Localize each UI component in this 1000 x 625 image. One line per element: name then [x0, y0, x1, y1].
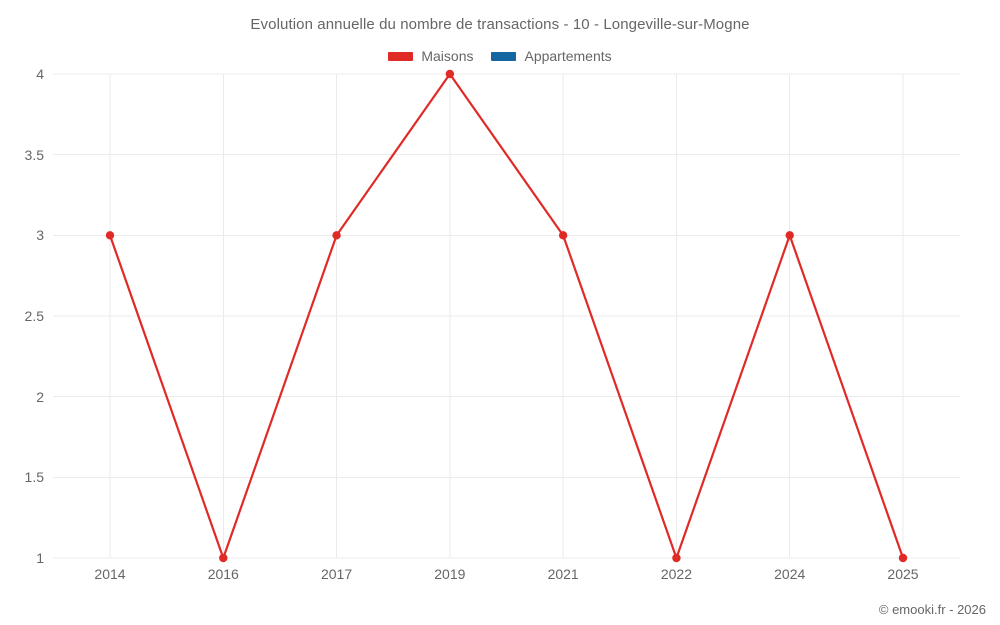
x-axis-tick-label: 2017 — [320, 566, 353, 582]
y-axis-tick-label: 2 — [36, 388, 44, 405]
y-axis-tick-label: 3 — [36, 227, 44, 244]
y-axis-tick-labels: 1 1.5 2 2.5 3 3.5 4 — [0, 0, 44, 625]
y-axis-tick-label: 4 — [36, 66, 44, 82]
legend-color-swatch-maisons — [388, 51, 414, 61]
y-axis-tick-label: 1 — [36, 550, 44, 566]
plot-svg — [53, 69, 960, 563]
data-series-layer — [105, 69, 908, 563]
data-point-marker[interactable] — [785, 231, 794, 240]
y-axis-tick-label: 3.5 — [24, 146, 44, 163]
x-axis-tick-label: 2025 — [887, 566, 919, 582]
data-point-marker[interactable] — [558, 231, 568, 240]
data-point-marker[interactable] — [332, 231, 341, 240]
legend-label-maisons: Maisons — [421, 48, 474, 64]
data-point-marker[interactable] — [105, 231, 115, 240]
data-point-marker[interactable] — [219, 553, 228, 563]
chart-title: Evolution annuelle du nombre de transact… — [250, 16, 750, 33]
chart-legend: Maisons Appartements — [0, 46, 1000, 66]
series-line-maisons — [108, 72, 905, 562]
legend-color-swatch-appartements — [491, 51, 517, 61]
data-point-marker[interactable] — [445, 69, 455, 79]
legend-item-maisons[interactable]: Maisons — [388, 48, 473, 64]
x-axis-tick-label: 2024 — [774, 566, 806, 582]
x-axis-tick-label: 2014 — [94, 566, 126, 582]
legend-item-appartements[interactable]: Appartements — [491, 48, 612, 64]
data-point-marker[interactable] — [672, 553, 681, 563]
legend-label-appartements: Appartements — [524, 48, 612, 64]
x-axis-tick-label: 2019 — [434, 566, 466, 582]
x-axis-tick-label: 2021 — [547, 566, 579, 582]
y-axis-tick-label: 1.5 — [24, 469, 44, 486]
x-axis-tick-label: 2016 — [207, 566, 239, 582]
footer-credit: © emooki.fr - 2026 — [878, 602, 986, 617]
x-axis-tick-label: 2022 — [660, 566, 692, 582]
grid-lines — [53, 73, 960, 559]
y-axis-tick-label: 2.5 — [24, 308, 44, 324]
plot-area — [53, 69, 960, 563]
data-point-marker[interactable] — [898, 553, 908, 563]
